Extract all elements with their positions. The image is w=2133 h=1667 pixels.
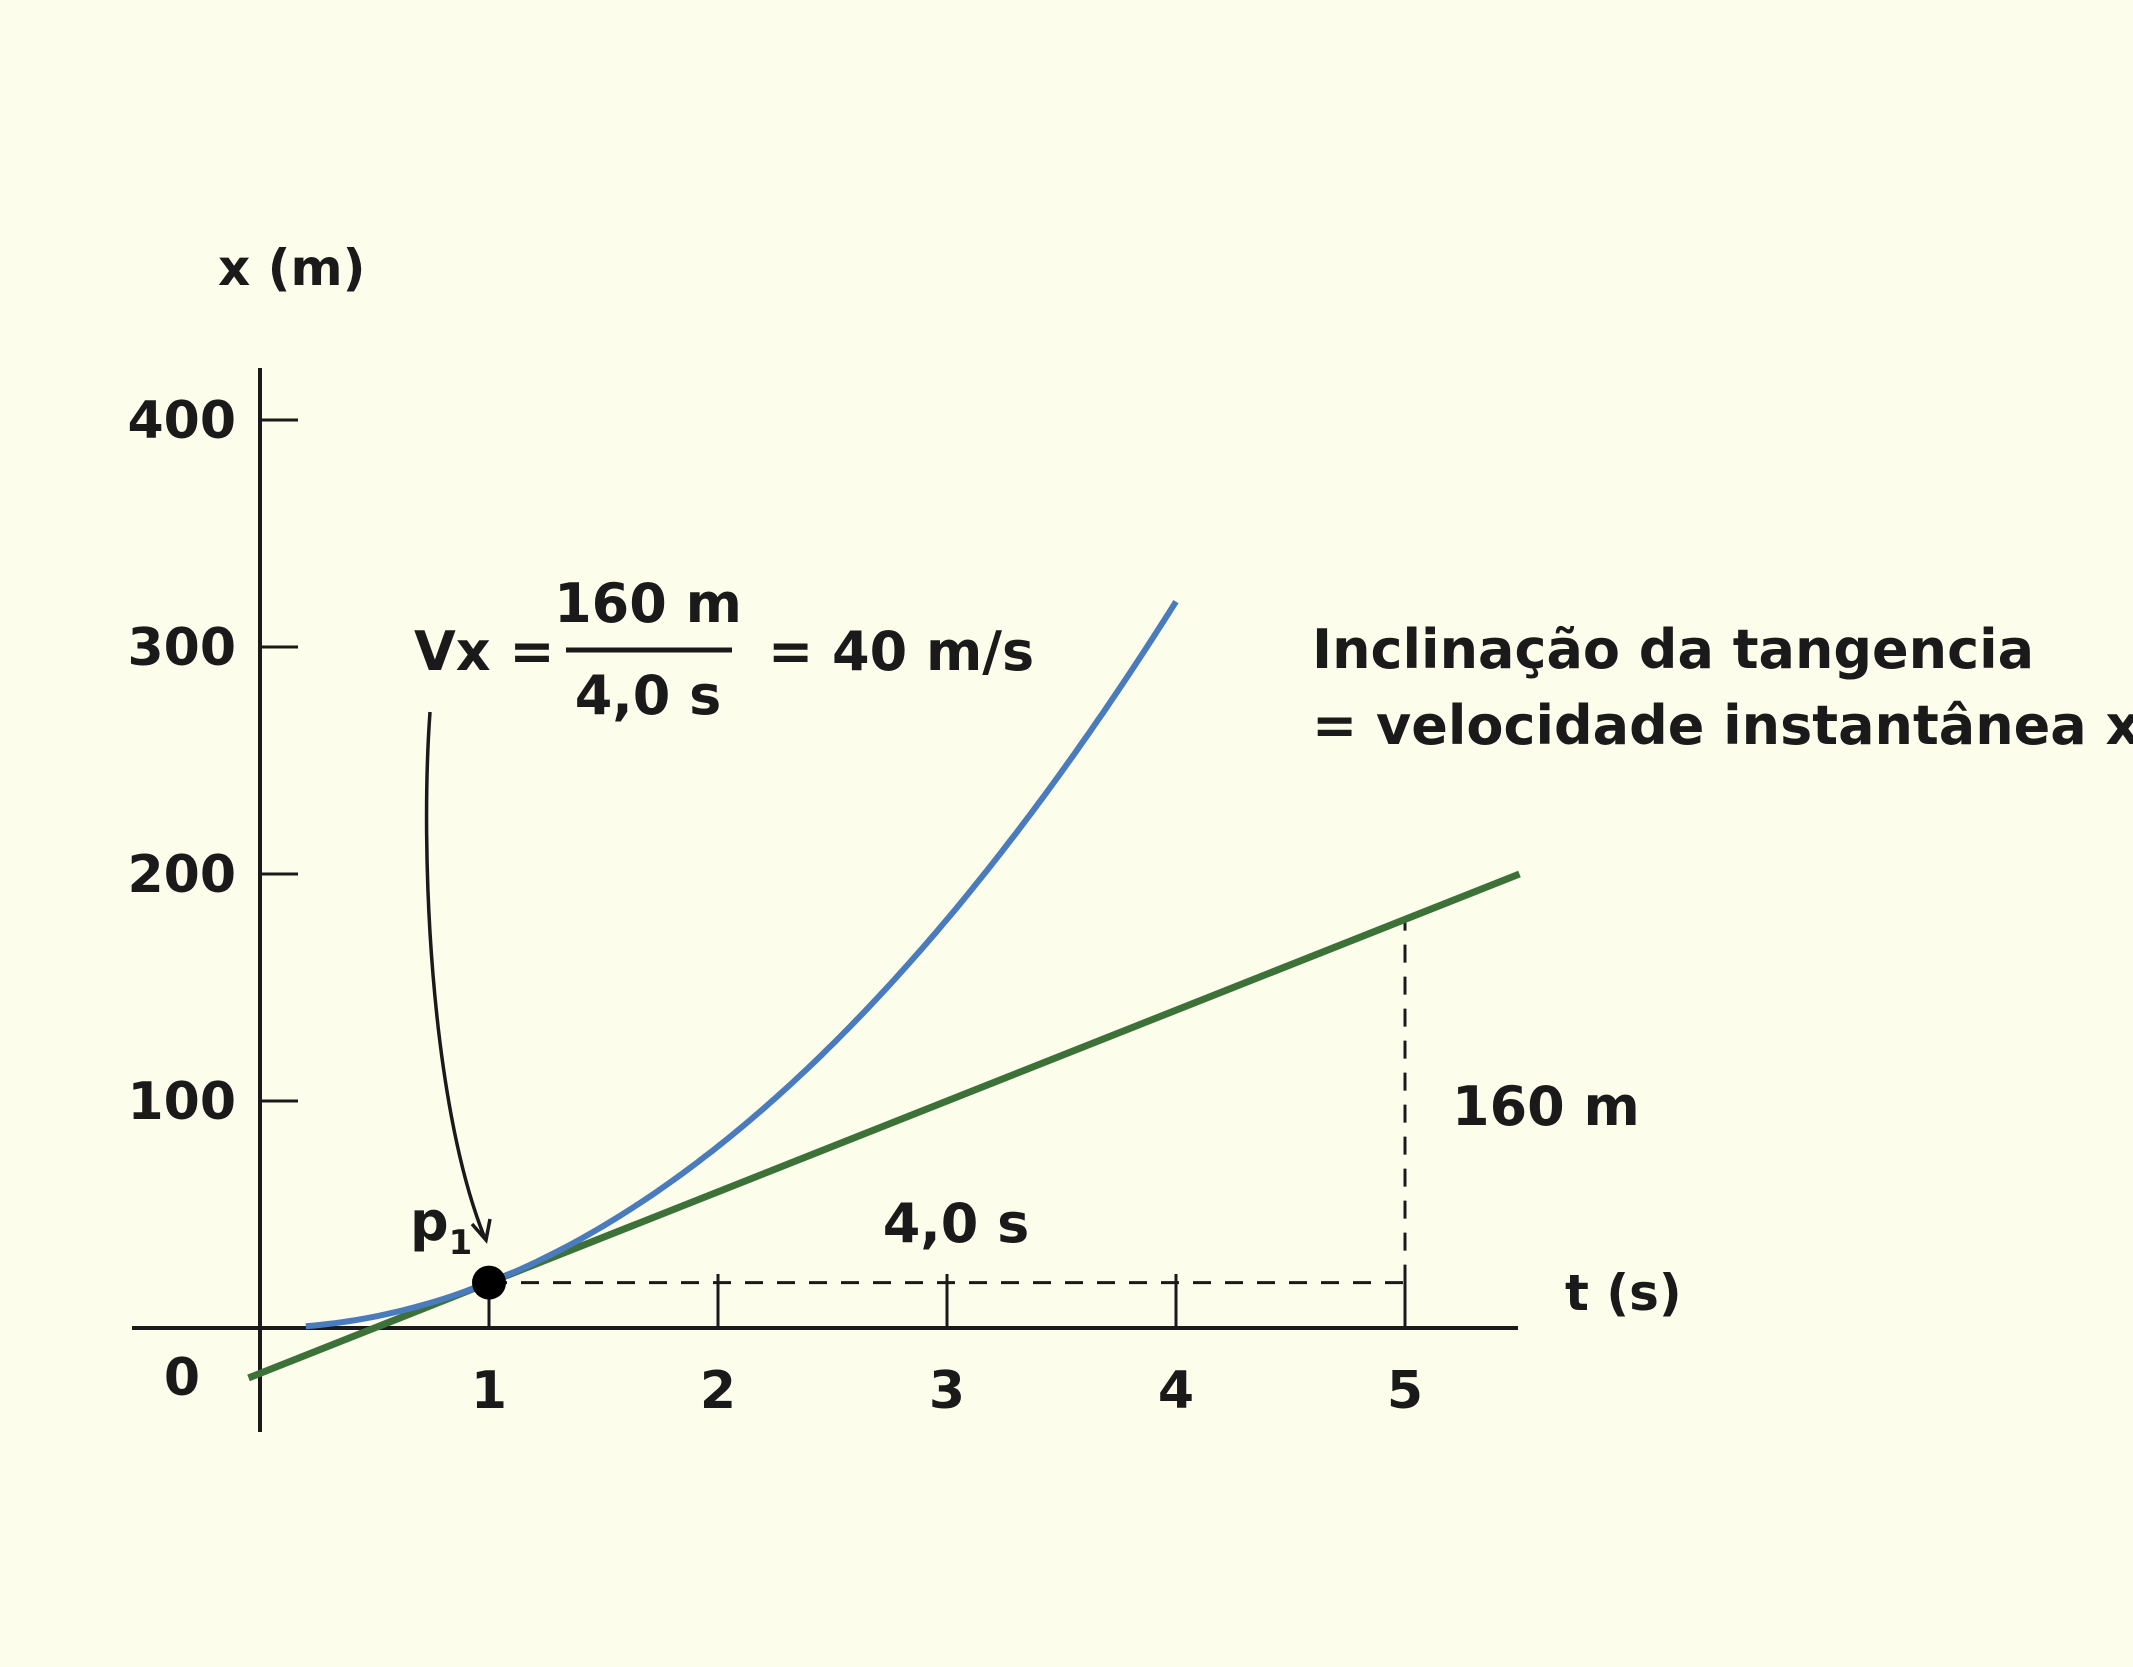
dashed-guides (489, 919, 1407, 1285)
y-tick-label-300: 300 (127, 618, 236, 678)
y-tick-label-200: 200 (127, 845, 236, 905)
callout-arrow (424, 711, 486, 1237)
point-label-base: p (410, 1190, 449, 1253)
tangent-note-line1: Inclinação da tangencia (1312, 618, 2034, 681)
x-tick-label-3: 3 (929, 1361, 965, 1421)
x-tick-label-5: 5 (1387, 1361, 1423, 1421)
formula-denominator: 4,0 s (575, 664, 722, 727)
position-curve (305, 599, 1179, 1330)
origin-label: 0 (164, 1348, 200, 1408)
run-label: 4,0 s (883, 1192, 1030, 1255)
point-label: p1 (410, 1190, 472, 1263)
y-tick-label-400: 400 (127, 391, 236, 451)
point-label-subscript: 1 (449, 1223, 473, 1263)
y-axis-label: x (m) (218, 239, 365, 297)
formula-lhs: Vx = (414, 620, 555, 683)
point-p1 (472, 1265, 506, 1300)
point-marks (472, 1265, 506, 1300)
x-tick-label-1: 1 (471, 1361, 507, 1421)
y-tick-label-100: 100 (127, 1072, 236, 1132)
tangent-note-line2: = velocidade instantânea xt (1312, 694, 2133, 757)
rise-label: 160 m (1452, 1075, 1640, 1138)
series-group (247, 599, 1521, 1382)
x-axis-label: t (s) (1565, 1264, 1682, 1322)
formula-rhs: = 40 m/s (768, 620, 1034, 683)
callout-arrowhead (470, 1218, 492, 1244)
velocity-formula: Vx = 160 m 4,0 s = 40 m/s (414, 572, 1034, 727)
axis-ticks: 1 2 3 4 5 100 200 300 400 (127, 391, 1423, 1421)
x-tick-label-4: 4 (1158, 1361, 1194, 1421)
x-tick-label-2: 2 (700, 1361, 736, 1421)
axes (132, 368, 1518, 1432)
formula-numerator: 160 m (554, 572, 742, 635)
